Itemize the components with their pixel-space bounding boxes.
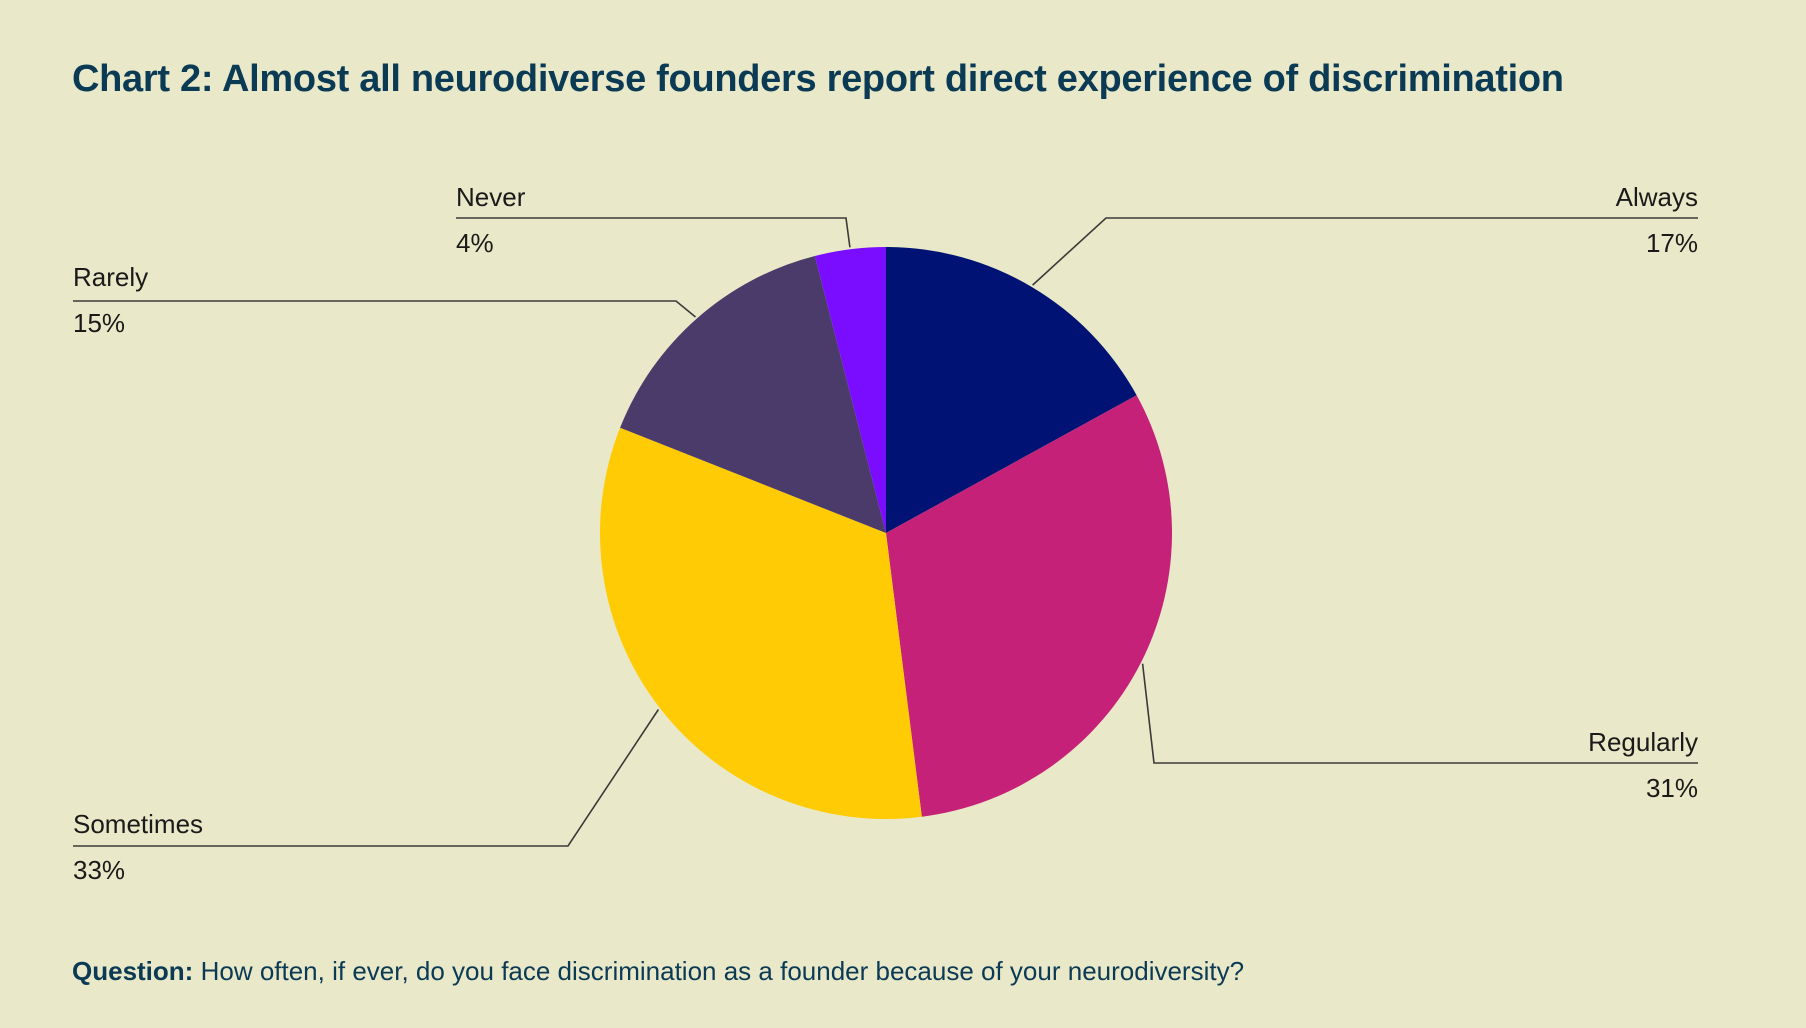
pie-slice-rarely xyxy=(620,255,886,534)
slice-value-always: 17% xyxy=(1646,228,1698,258)
pie-slice-sometimes xyxy=(599,427,922,819)
leader-line-sometimes xyxy=(73,709,660,847)
slice-value-rarely: 15% xyxy=(73,308,125,338)
slice-value-never: 4% xyxy=(456,228,494,258)
question-text: How often, if ever, do you face discrimi… xyxy=(200,956,1245,986)
pie-slice-always xyxy=(886,247,1137,533)
slice-label-sometimes: Sometimes xyxy=(73,809,203,839)
chart-title: Chart 2: Almost all neurodiverse founder… xyxy=(72,58,1564,100)
slice-label-always: Always xyxy=(1616,182,1698,212)
leader-line-never xyxy=(456,217,851,248)
leader-lines xyxy=(73,217,1698,847)
question-footnote: Question: How often, if ever, do you fac… xyxy=(72,956,1244,987)
question-label: Question: xyxy=(72,956,194,986)
pie-slices xyxy=(599,247,1172,819)
pie-slice-never xyxy=(814,247,886,533)
pie-slice-regularly xyxy=(886,395,1172,817)
leader-line-always xyxy=(1032,217,1698,286)
slice-label-regularly: Regularly xyxy=(1588,727,1698,757)
slice-label-never: Never xyxy=(456,182,526,212)
slice-label-rarely: Rarely xyxy=(73,262,148,292)
leader-line-regularly xyxy=(1141,663,1698,764)
slice-labels: Always 17% Regularly 31% Sometimes 33% Rarely 1… xyxy=(73,182,1698,885)
slice-value-regularly: 31% xyxy=(1646,773,1698,803)
slice-value-sometimes: 33% xyxy=(73,855,125,885)
leader-line-rarely xyxy=(73,300,697,318)
